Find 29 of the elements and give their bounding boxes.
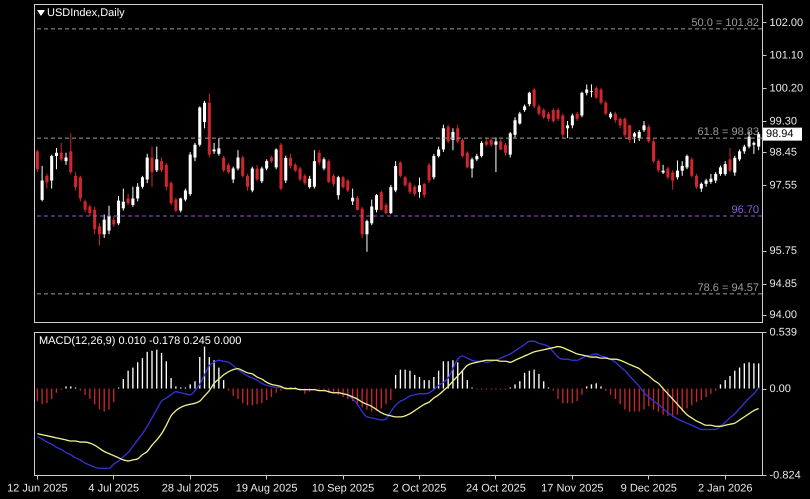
- text: 98.94: [766, 128, 794, 140]
- y-tick-label: 97.55: [770, 179, 798, 192]
- x-tick-label: 28 Jul 2025: [162, 482, 219, 494]
- chart-title: MACD(12,26,9) 0.010 -0.178 0.245 0.000: [39, 335, 242, 347]
- y-tick-label: 100.20: [770, 82, 804, 95]
- x-tick-label: 9 Dec 2025: [620, 482, 677, 494]
- x-tick-label: 12 Jun 2025: [7, 482, 68, 494]
- x-tick-label: 24 Oct 2025: [466, 482, 526, 494]
- x-tick-label: 2 Jan 2026: [698, 482, 752, 494]
- x-tick-label: 4 Jul 2025: [88, 482, 140, 494]
- y-tick-label: 95.75: [770, 245, 798, 258]
- ref-line-label: 61.8 = 98.83: [698, 126, 759, 138]
- ref-line-label: 50.0 = 101.82: [691, 16, 759, 29]
- y-tick-label: -0.824: [770, 470, 801, 482]
- y-tick-label: 102.00: [770, 16, 804, 29]
- ref-line-label: 78.6 = 94.57: [698, 282, 759, 294]
- x-tick-label: 19 Aug 2025: [236, 482, 298, 494]
- y-tick-label: 0.539: [770, 326, 798, 338]
- chart-title: USDIndex,Daily: [47, 7, 126, 19]
- x-tick-label: 10 Sep 2025: [312, 482, 374, 494]
- x-tick-label: 2 Oct 2025: [392, 482, 446, 494]
- y-tick-label: 101.10: [770, 50, 804, 62]
- x-tick-label: 17 Nov 2025: [541, 482, 604, 494]
- y-tick-label: 98.45: [770, 146, 798, 159]
- ref-line-label: 96.70: [731, 204, 759, 216]
- y-tick-label: 0.00: [770, 383, 791, 396]
- y-tick-label: 99.30: [770, 115, 798, 128]
- y-tick-label: 94.85: [770, 278, 798, 290]
- y-tick-label: 94.00: [770, 309, 798, 322]
